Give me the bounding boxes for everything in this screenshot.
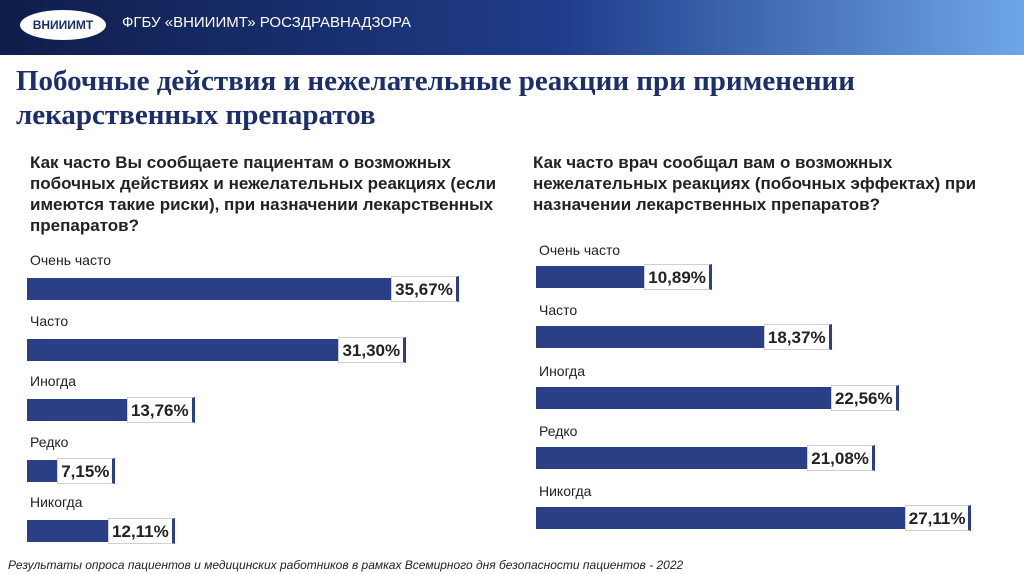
category-label: Никогда (30, 494, 83, 510)
value-label: 35,67% (391, 276, 459, 302)
bar (536, 326, 830, 349)
value-label: 27,11% (904, 505, 972, 532)
bar (536, 507, 970, 530)
bar (27, 338, 405, 361)
logo: ВНИИИМТ (20, 10, 106, 40)
bar (536, 446, 874, 469)
value-label: 13,76% (126, 397, 195, 423)
value-label: 18,37% (763, 324, 832, 351)
value-label: 22,56% (830, 384, 899, 411)
category-label: Никогда (539, 483, 592, 500)
value-label: 21,08% (807, 444, 875, 471)
header-band (0, 0, 1024, 55)
value-label: 12,11% (108, 518, 175, 544)
chart-question: Как часто врач сообщал вам о возможных н… (533, 153, 977, 214)
category-label: Иногда (539, 362, 586, 379)
category-label: Часто (539, 302, 578, 319)
bar (536, 386, 897, 409)
organization: ФГБУ «ВНИИИМТ» РОСЗДРАВНАДЗОРА (122, 14, 412, 31)
value-label: 7,15% (57, 457, 116, 484)
chart-question: Как часто Вы сообщаете пациентам о возмо… (30, 153, 497, 235)
footnote: Результаты опроса пациентов и медицински… (8, 558, 684, 572)
category-label: Очень часто (539, 242, 621, 258)
value-label: 10,89% (644, 264, 712, 290)
category-label: Часто (30, 312, 69, 329)
bar (27, 278, 458, 300)
category-label: Иногда (30, 373, 77, 389)
value-label: 31,30% (338, 336, 407, 363)
slide-title: Побочные действия и нежелательные реакци… (16, 65, 855, 131)
category-label: Редко (30, 433, 69, 450)
category-label: Редко (539, 422, 578, 439)
category-label: Очень часто (30, 252, 112, 268)
